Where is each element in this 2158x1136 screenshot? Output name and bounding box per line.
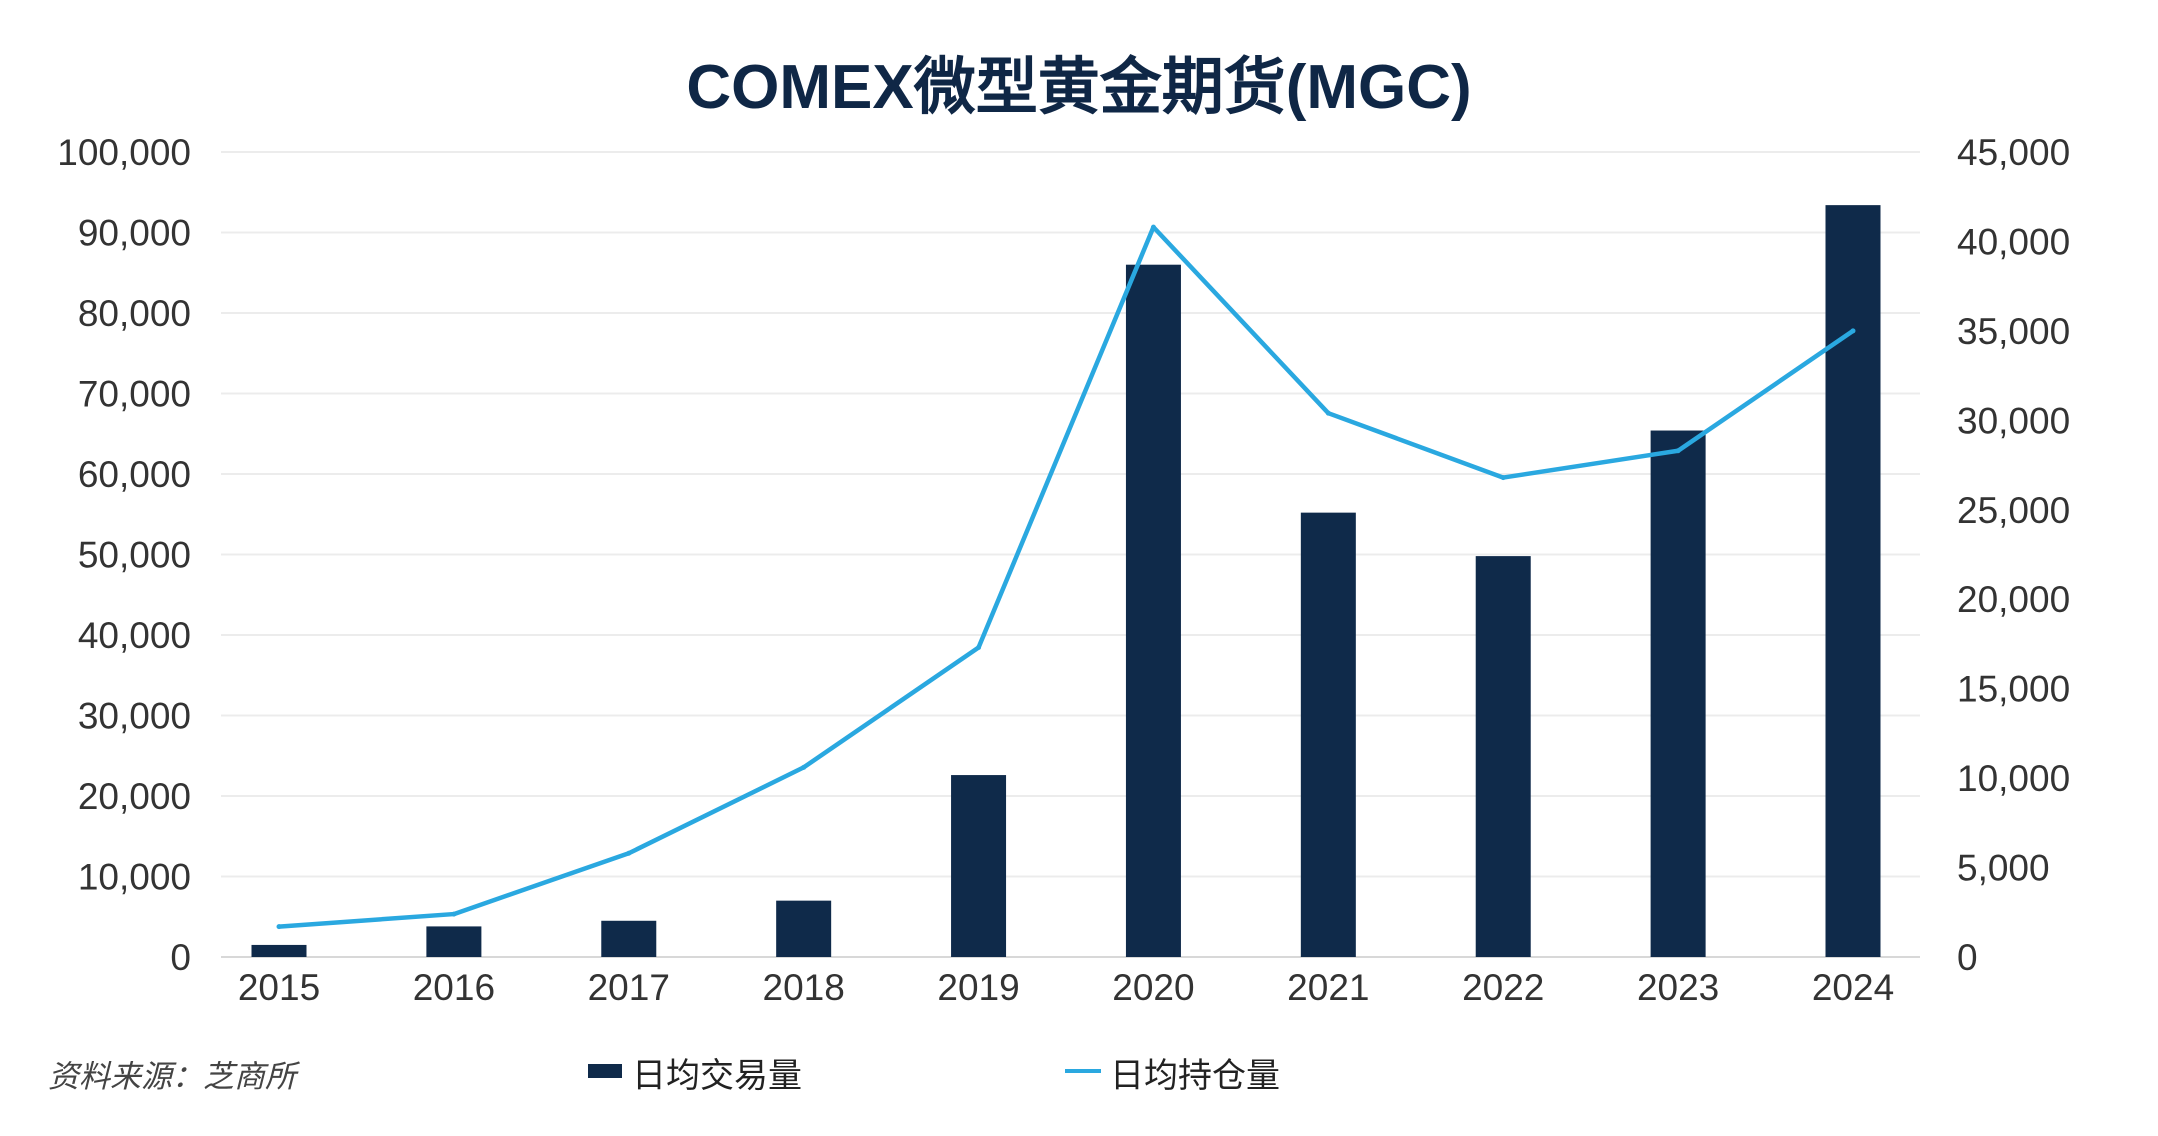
bar: [951, 775, 1007, 957]
left-tick-label: 50,000: [78, 535, 191, 576]
right-tick-label: 15,000: [1957, 669, 2070, 710]
legend-bar-label: 日均交易量: [632, 1057, 802, 1095]
legend: 日均交易量 日均持仓量: [588, 1057, 1280, 1095]
right-tick-label: 20,000: [1957, 579, 2070, 620]
right-tick-label: 45,000: [1957, 132, 2070, 173]
line-point: [1500, 475, 1506, 481]
left-tick-label: 90,000: [78, 213, 191, 254]
bar: [601, 920, 657, 957]
right-tick-label: 0: [1957, 937, 1978, 978]
bar: [426, 926, 482, 957]
line-point: [976, 645, 982, 651]
left-tick-label: 80,000: [78, 293, 191, 334]
line-point: [1325, 410, 1331, 416]
bar: [1125, 264, 1181, 957]
x-axis: 2015 2016 2017 2018 2019 2020 2021 2022 2023 2024: [238, 967, 1894, 1008]
left-tick-label: 0: [170, 937, 191, 978]
x-tick-label: 2017: [588, 967, 670, 1008]
left-tick-label: 40,000: [78, 615, 191, 656]
line-point: [801, 764, 807, 770]
line-series: [276, 224, 1856, 930]
left-tick-label: 70,000: [78, 374, 191, 415]
chart-title: COMEX微型黄金期货(MGC): [686, 53, 1471, 122]
legend-bar-swatch: [588, 1064, 622, 1078]
right-axis: 0 5,000 10,000 15,000 20,000 25,000 30,000 35,0…: [1957, 132, 2070, 978]
bar: [776, 900, 832, 957]
x-tick-label: 2023: [1637, 967, 1719, 1008]
line-path: [278, 224, 1855, 929]
line-point: [451, 911, 457, 917]
x-tick-label: 2018: [763, 967, 845, 1008]
bar: [1650, 430, 1706, 957]
bar: [1825, 205, 1881, 957]
x-tick-label: 2020: [1112, 967, 1194, 1008]
line-point: [1850, 328, 1856, 334]
right-tick-label: 10,000: [1957, 758, 2070, 799]
left-tick-label: 100,000: [57, 132, 191, 173]
left-tick-label: 60,000: [78, 454, 191, 495]
x-tick-label: 2022: [1462, 967, 1544, 1008]
right-tick-label: 5,000: [1957, 848, 2050, 889]
grid: [221, 151, 1920, 958]
legend-line-label: 日均持仓量: [1110, 1057, 1280, 1095]
line-point: [626, 850, 632, 856]
right-tick-label: 25,000: [1957, 490, 2070, 531]
x-tick-label: 2015: [238, 967, 320, 1008]
x-tick-label: 2016: [413, 967, 495, 1008]
line-point: [1675, 448, 1681, 454]
bar: [1300, 512, 1356, 957]
right-tick-label: 35,000: [1957, 311, 2070, 352]
x-tick-label: 2021: [1287, 967, 1369, 1008]
line-point: [1150, 224, 1156, 230]
source-note: 资料来源：芝商所: [48, 1059, 301, 1094]
right-tick-label: 40,000: [1957, 221, 2070, 262]
bar-series: [251, 205, 1881, 957]
left-tick-label: 30,000: [78, 696, 191, 737]
left-axis: 0 10,000 20,000 30,000 40,000 50,000 60,000 70,…: [57, 132, 191, 978]
x-tick-label: 2024: [1812, 967, 1894, 1008]
line-point: [276, 924, 282, 930]
left-tick-label: 10,000: [78, 857, 191, 898]
left-tick-label: 20,000: [78, 776, 191, 817]
right-tick-label: 30,000: [1957, 400, 2070, 441]
bar: [1475, 556, 1531, 957]
bar: [251, 944, 307, 957]
x-tick-label: 2019: [937, 967, 1019, 1008]
